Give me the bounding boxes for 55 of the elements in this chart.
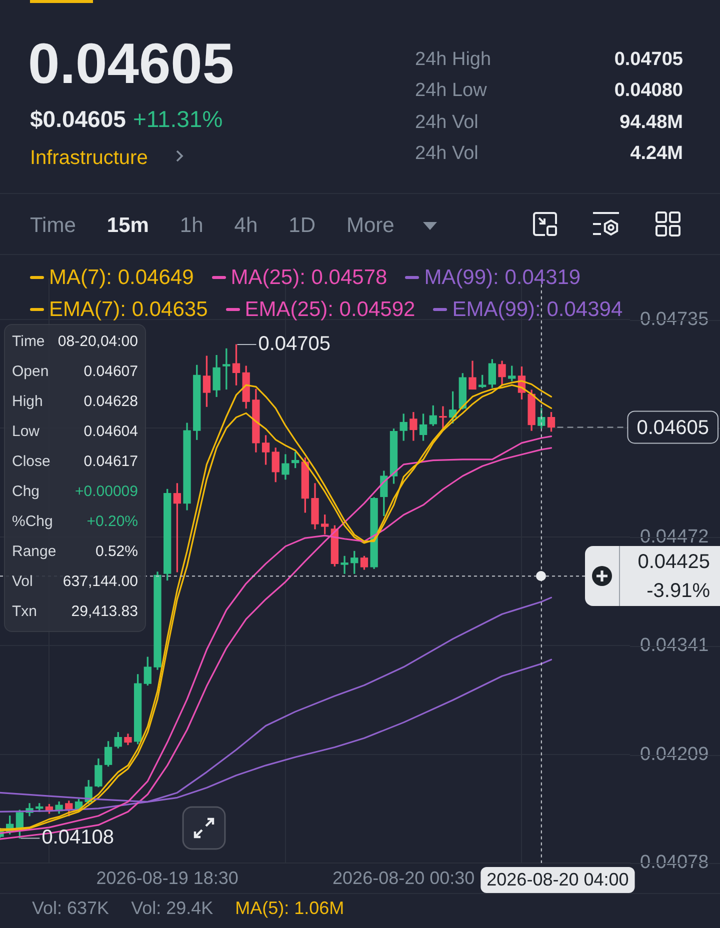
annotation: +0.20% <box>86 513 138 531</box>
text: Vol: 29.4K <box>131 898 214 918</box>
annotation: Txn <box>12 603 38 621</box>
annotation: +0.00009 <box>75 483 138 501</box>
label-panel: 0.04425 -3.91% <box>585 546 720 606</box>
x-tick-label: 2026-08-19 18:30 <box>96 868 238 888</box>
annotation: 08-20,04:00 <box>58 333 138 351</box>
text: 1h <box>180 214 204 238</box>
ref-line-label: 0.04425 <box>638 551 710 574</box>
text: 0.04080 <box>614 80 683 102</box>
legend-label: MA(7): 0.04649 <box>49 266 194 289</box>
annotation: 0.04628 <box>84 393 138 411</box>
annotation: 29,413.83 <box>71 603 138 621</box>
legend-label: MA(99): 0.04319 <box>424 266 581 289</box>
legend-label: EMA(7): 0.04635 <box>49 298 208 321</box>
annotation: Open <box>12 363 49 381</box>
legend-label: EMA(99): 0.04394 <box>452 298 623 321</box>
annotation: Time <box>12 333 45 351</box>
text: Time <box>30 214 76 238</box>
annotation: 0.04607 <box>84 363 138 381</box>
legend-label: EMA(25): 0.04592 <box>244 298 416 321</box>
annotation: 0.04705 <box>258 333 331 356</box>
x-tick-label: 2026-08-20 00:30 <box>332 868 475 888</box>
text: 24h Vol <box>415 112 478 133</box>
ref-line-label: 0.04605 <box>636 416 709 439</box>
legend-label: MA(25): 0.04578 <box>230 266 388 289</box>
annotation: 0.04108 <box>42 826 114 849</box>
annotation: 0.04617 <box>84 453 138 471</box>
text: 24h Low <box>415 80 487 102</box>
text: $0.04605 <box>30 106 126 132</box>
text: 4h <box>234 214 258 238</box>
text: More <box>346 214 394 238</box>
text: Vol: 637K <box>32 898 110 918</box>
annotation: %Chg <box>12 513 53 531</box>
annotation: Chg <box>12 483 40 501</box>
annotation: 0.04604 <box>84 423 138 441</box>
text: 0.04705 <box>614 48 683 70</box>
annotation: Vol <box>12 573 33 591</box>
text: MA(5): 1.06M <box>235 898 344 918</box>
chart-title: 0.04605 <box>28 32 234 96</box>
text: Infrastructure <box>30 147 148 170</box>
text: 94.48M <box>620 112 683 133</box>
annotation: Close <box>12 453 50 471</box>
annotation: Low <box>12 423 40 441</box>
annotation: 0.52% <box>95 543 138 561</box>
annotation: Range <box>12 543 56 561</box>
annotation: High <box>12 393 43 411</box>
text: +11.31% <box>132 106 223 132</box>
text: 1D <box>288 214 316 238</box>
text: 4.24M <box>630 143 683 164</box>
annotation: 637,144.00 <box>62 573 138 591</box>
text: 15m <box>106 214 149 238</box>
ref-line-label: 2026-08-20 04:00 <box>486 869 629 890</box>
text: 24h High <box>415 48 492 70</box>
text: 24h Vol <box>415 143 478 164</box>
